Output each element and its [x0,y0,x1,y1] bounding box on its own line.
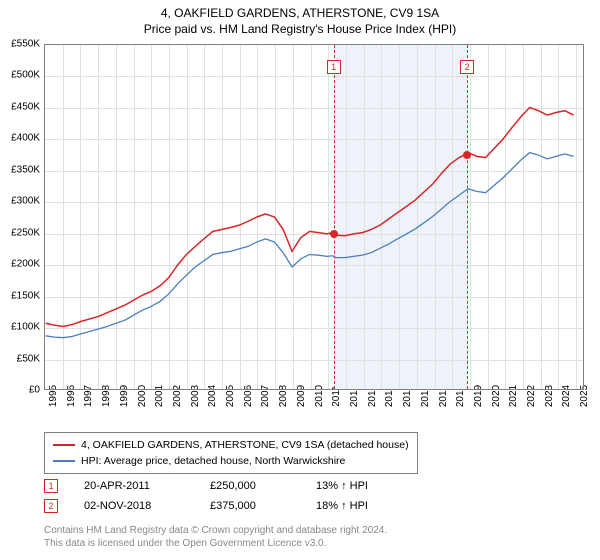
y-tick-label: £100K [0,322,40,333]
title-address: 4, OAKFIELD GARDENS, ATHERSTONE, CV9 1SA [0,6,600,20]
y-tick-label: £200K [0,259,40,270]
title-block: 4, OAKFIELD GARDENS, ATHERSTONE, CV9 1SA… [0,0,600,36]
sale-point-2 [463,151,471,159]
legend-row-hpi: HPI: Average price, detached house, Nort… [53,453,409,469]
plot-area: 12 [44,44,584,390]
sale-pct: 18% ↑ HPI [316,500,406,512]
legend-swatch-hpi [53,460,75,462]
sales-table: 1 20-APR-2011 £250,000 13% ↑ HPI 2 02-NO… [44,476,406,516]
legend-swatch-property [53,444,75,446]
chart-container: 4, OAKFIELD GARDENS, ATHERSTONE, CV9 1SA… [0,0,600,560]
sale-pct: 13% ↑ HPI [316,480,406,492]
title-subtitle: Price paid vs. HM Land Registry's House … [0,22,600,36]
series-hpi [46,153,574,338]
legend: 4, OAKFIELD GARDENS, ATHERSTONE, CV9 1SA… [44,432,418,474]
sale-point-1 [330,230,338,238]
sale-marker-chart-1: 1 [327,60,341,74]
sale-marker-chart-2: 2 [460,60,474,74]
legend-label-property: 4, OAKFIELD GARDENS, ATHERSTONE, CV9 1SA… [81,439,409,451]
footnote: Contains HM Land Registry data © Crown c… [44,524,387,550]
footnote-line2: This data is licensed under the Open Gov… [44,537,387,550]
y-tick-label: £550K [0,39,40,50]
legend-label-hpi: HPI: Average price, detached house, Nort… [81,455,345,467]
sale-marker-2: 2 [44,499,58,513]
y-tick-label: £150K [0,290,40,301]
footnote-line1: Contains HM Land Registry data © Crown c… [44,524,387,537]
y-tick-label: £450K [0,101,40,112]
sale-price: £250,000 [210,480,290,492]
y-tick-label: £350K [0,164,40,175]
sale-row: 1 20-APR-2011 £250,000 13% ↑ HPI [44,476,406,496]
y-tick-label: £50K [0,353,40,364]
y-tick-label: £500K [0,70,40,81]
series-property [46,108,574,327]
sale-date: 20-APR-2011 [84,480,184,492]
y-tick-label: £0 [0,385,40,396]
y-tick-label: £300K [0,196,40,207]
line-series [45,45,583,389]
legend-row-property: 4, OAKFIELD GARDENS, ATHERSTONE, CV9 1SA… [53,437,409,453]
sale-date: 02-NOV-2018 [84,500,184,512]
y-tick-label: £250K [0,227,40,238]
y-tick-label: £400K [0,133,40,144]
sale-row: 2 02-NOV-2018 £375,000 18% ↑ HPI [44,496,406,516]
sale-marker-1: 1 [44,479,58,493]
sale-price: £375,000 [210,500,290,512]
